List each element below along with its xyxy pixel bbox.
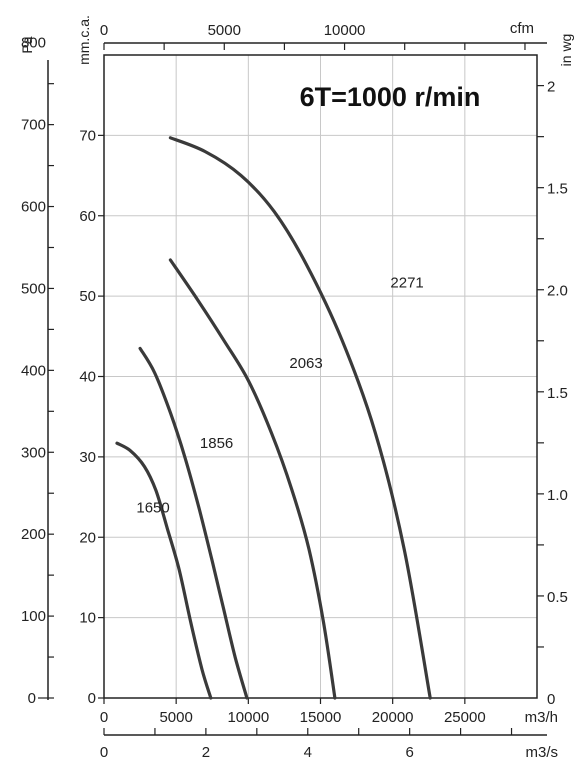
curve-label-1856: 1856 [200,435,233,452]
x-tick-label-cfm: 5000 [208,22,241,39]
y-tick-label-mmca: 30 [79,449,96,466]
series-line-2063 [168,258,337,700]
y-tick-label-pa: 200 [21,526,46,543]
y-axis-title-inwg: in wg [558,34,574,67]
series-group [115,136,432,700]
y-tick-label-mmca: 60 [79,208,96,225]
y-tick-label-inwg: 0 [547,691,555,708]
x-tick-label-cfm: 10000 [324,22,366,39]
y-tick-label-inwg: 1.0 [547,487,568,504]
series-line-1650 [115,441,213,700]
y-tick-label-inwg: 1.5 [547,385,568,402]
x-axis-title-m3h: m3/h [525,709,558,726]
curve-label-2271: 2271 [390,274,423,291]
y-axis-title-mmca: mm.c.a. [76,15,92,65]
x-axis-title-cfm: cfm [510,20,534,37]
y-tick-label-inwg: 1.5 [547,181,568,198]
series-line-2271 [168,136,432,700]
x-tick-label-m3h: 15000 [300,709,342,726]
x-tick-label-m3s: 6 [405,744,413,761]
curve-label-2063: 2063 [289,355,322,372]
y-tick-label-inwg: 0.5 [547,589,568,606]
y-tick-label-pa: 100 [21,608,46,625]
x-tick-label-cfm: 0 [100,22,108,39]
curve-label-1650: 1650 [136,500,169,517]
y-tick-label-inwg: 2 [547,79,555,96]
y-tick-label-pa: 500 [21,280,46,297]
y-tick-label-pa: 0 [28,690,36,707]
y-tick-label-pa: 600 [21,199,46,216]
labels-group: 1650 1856 2063 2271 [136,274,423,516]
x-tick-label-m3s: 2 [202,744,210,761]
x-tick-label-m3h: 20000 [372,709,414,726]
y-tick-label-mmca: 70 [79,127,96,144]
x-tick-label-m3s: 0 [100,744,108,761]
x-tick-label-m3h: 5000 [159,709,192,726]
x-tick-label-m3h: 25000 [444,709,486,726]
x-axis-title-m3s: m3/s [525,744,558,761]
axes: 0 5000 10000 15000 20000 25000 m3/h0 2 4 6 m3/s0 50… [19,15,574,761]
y-tick-label-mmca: 20 [79,529,96,546]
chart-title: 6T=1000 r/min [300,82,481,112]
y-axis-title-pa: Pa [19,36,35,53]
y-tick-label-pa: 400 [21,362,46,379]
grid [104,55,537,698]
x-tick-label-m3h: 0 [100,709,108,726]
y-tick-label-mmca: 40 [79,369,96,386]
y-tick-label-inwg: 2.0 [547,283,568,300]
y-tick-label-mmca: 50 [79,288,96,305]
x-tick-label-m3s: 4 [304,744,312,761]
y-tick-label-pa: 300 [21,444,46,461]
y-tick-label-pa: 800 [21,35,46,52]
y-tick-label-mmca: 10 [79,610,96,627]
x-tick-label-m3h: 10000 [227,709,269,726]
y-tick-label-pa: 700 [21,117,46,134]
series-line-1856 [138,346,249,700]
y-tick-label-mmca: 0 [88,690,96,707]
